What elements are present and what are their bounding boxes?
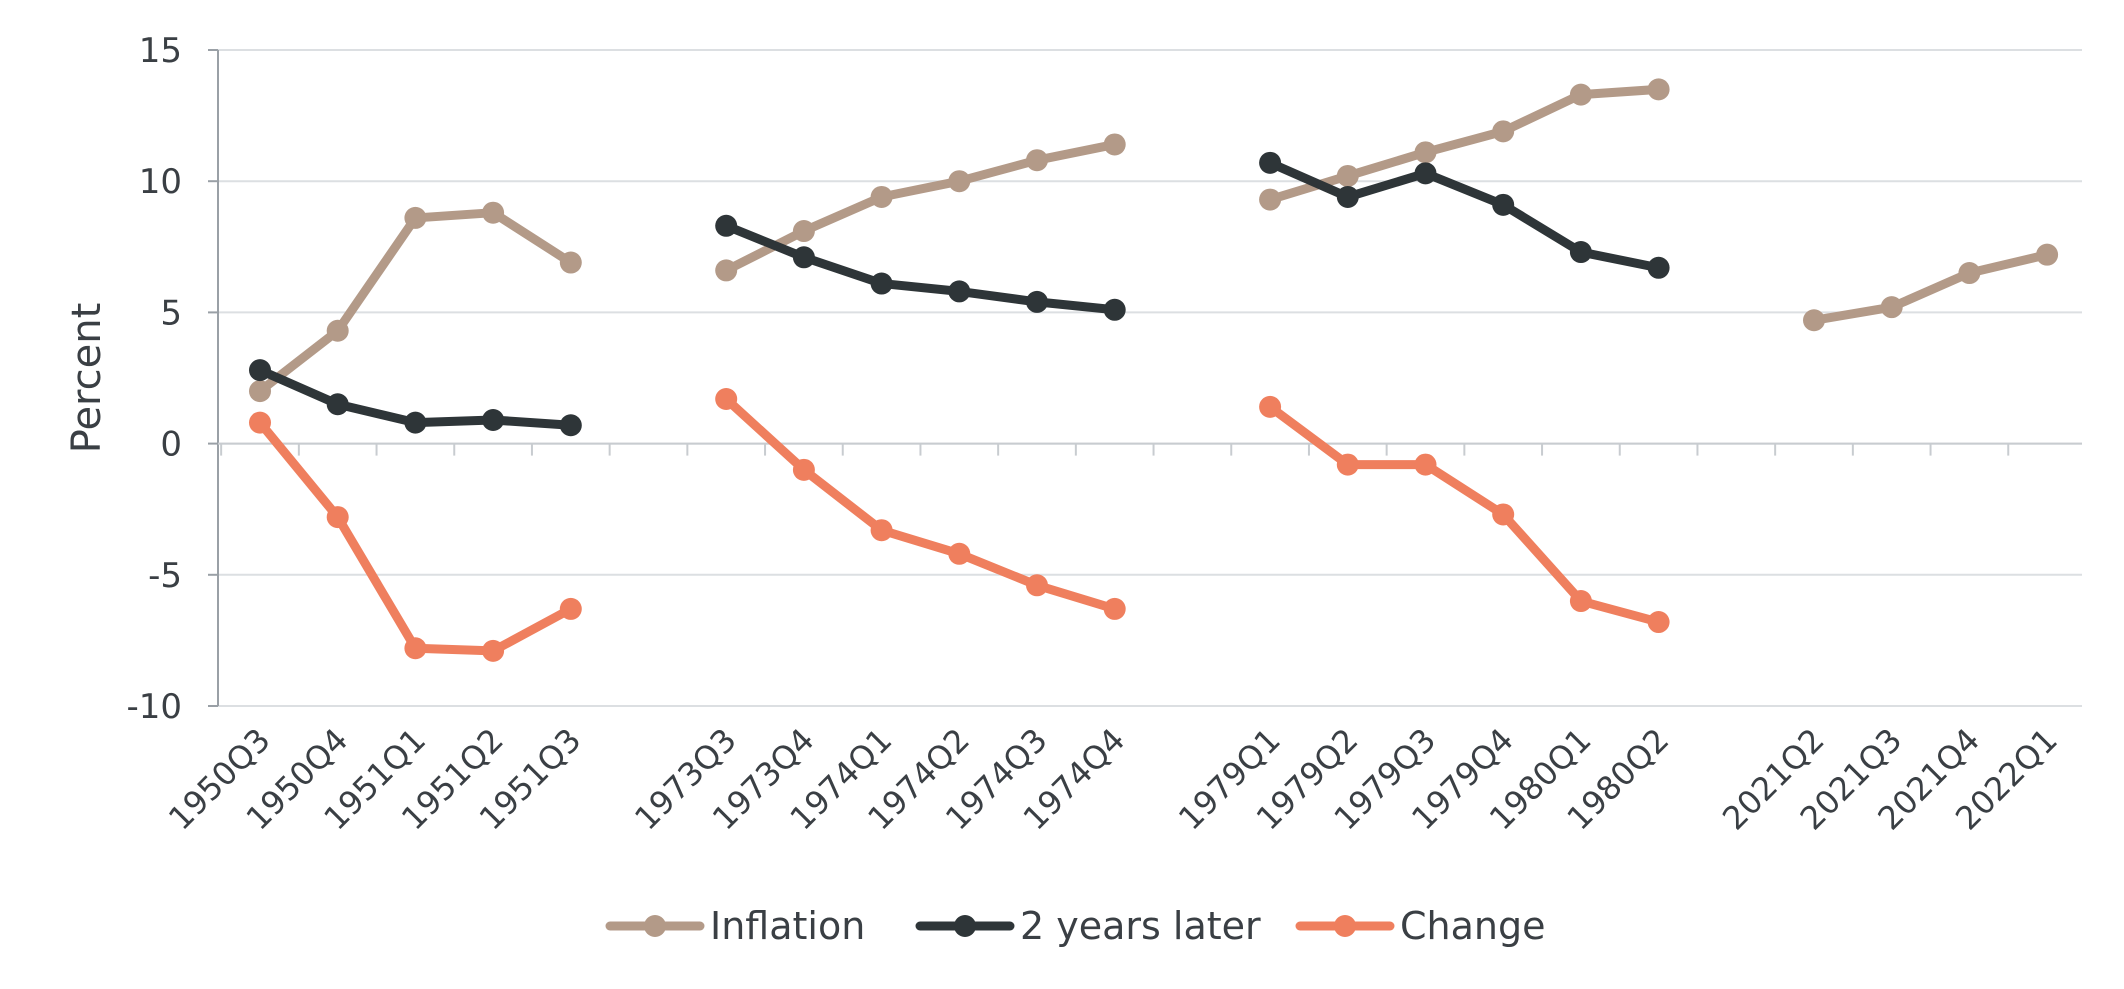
y-tick-label: -5	[148, 556, 182, 596]
data-point	[870, 185, 893, 208]
data-point	[249, 411, 271, 434]
legend-label: 2 years later	[1020, 904, 1261, 948]
legend-label: Change	[1400, 904, 1546, 948]
data-point	[715, 214, 738, 237]
series-line	[721, 139, 1120, 275]
y-tick-label: 15	[139, 31, 182, 71]
data-point	[1026, 149, 1048, 172]
data-point	[1103, 133, 1126, 156]
data-point	[559, 414, 582, 437]
data-point	[1880, 296, 1903, 319]
series-line	[721, 221, 1120, 315]
data-point	[2036, 243, 2059, 266]
data-point	[1569, 83, 1592, 106]
data-point	[715, 259, 738, 282]
data-point	[1958, 262, 1981, 285]
data-point	[948, 542, 971, 565]
data-point	[1803, 309, 1825, 332]
data-point	[482, 408, 505, 431]
data-point	[1026, 574, 1048, 597]
y-axis-label: Percent	[64, 303, 110, 454]
data-point	[870, 272, 893, 295]
data-point	[249, 380, 271, 403]
legend-item: Change	[1295, 904, 1546, 948]
data-point	[559, 597, 582, 620]
data-point	[326, 506, 349, 529]
data-point	[1569, 590, 1592, 613]
legend-swatch-marker	[1334, 915, 1356, 937]
grid-lines	[218, 49, 2082, 707]
y-tick-label: 5	[160, 293, 182, 333]
data-point	[482, 639, 505, 662]
data-point	[404, 206, 427, 229]
series-line	[1265, 158, 1664, 273]
data-point	[1336, 185, 1359, 208]
data-point	[792, 220, 815, 243]
data-point	[792, 458, 815, 481]
data-point	[1414, 453, 1437, 476]
series-0	[249, 78, 2059, 403]
data-point	[1492, 193, 1515, 216]
data-point	[1492, 120, 1515, 143]
data-point	[326, 393, 349, 416]
y-tick-label: 10	[139, 162, 182, 202]
data-point	[1259, 188, 1282, 211]
data-point	[1647, 611, 1670, 634]
data-point	[1414, 162, 1437, 185]
y-axis: -10 -5 0 5 10 15	[126, 31, 219, 727]
data-point	[792, 246, 815, 269]
data-point	[404, 637, 427, 660]
data-point	[559, 251, 582, 274]
data-point	[1336, 164, 1359, 187]
data-point	[1103, 298, 1126, 321]
data-point	[1259, 151, 1282, 174]
legend: Inflation 2 years later Change	[605, 904, 1546, 948]
data-point	[1492, 503, 1515, 526]
series-layer	[249, 78, 2059, 662]
y-tick-label: 0	[160, 425, 182, 465]
data-point	[1414, 141, 1437, 164]
data-point	[870, 519, 893, 542]
legend-item: Inflation	[605, 904, 865, 948]
series-1	[249, 151, 1670, 437]
data-point	[1259, 395, 1282, 418]
y-tick-label: -10	[126, 687, 182, 727]
series-line	[1265, 84, 1664, 205]
data-point	[1336, 453, 1359, 476]
data-point	[948, 280, 971, 303]
data-point	[1026, 290, 1048, 313]
data-point	[249, 359, 271, 382]
series-line	[255, 418, 576, 656]
series-2	[249, 387, 1670, 662]
data-point	[1569, 241, 1592, 264]
data-point	[948, 170, 971, 193]
data-point	[1647, 256, 1670, 279]
data-point	[482, 201, 505, 224]
data-point	[1103, 597, 1126, 620]
data-point	[326, 319, 349, 342]
data-point	[715, 387, 738, 410]
series-line	[1809, 250, 2052, 325]
series-line	[255, 208, 576, 396]
data-point	[1647, 78, 1670, 101]
legend-item: 2 years later	[915, 904, 1261, 948]
data-point	[404, 411, 427, 434]
legend-label: Inflation	[710, 904, 865, 948]
legend-swatch-marker	[644, 915, 666, 937]
series-line	[721, 394, 1120, 614]
series-line	[1265, 402, 1664, 627]
legend-swatch-marker	[954, 915, 976, 937]
